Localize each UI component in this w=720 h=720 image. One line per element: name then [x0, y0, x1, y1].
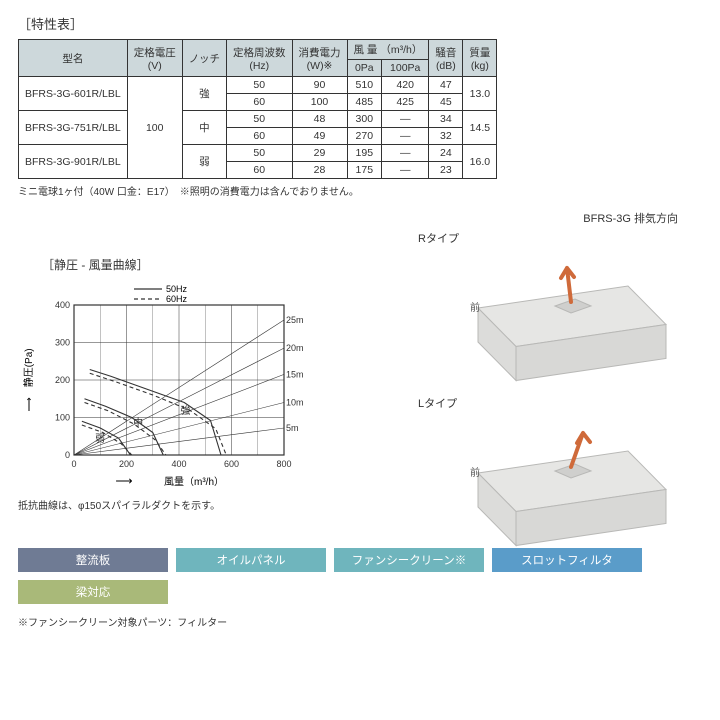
td-w: 49: [292, 128, 347, 145]
svg-text:強: 強: [180, 404, 190, 417]
td-a100: —: [382, 128, 429, 145]
td-a0: 270: [347, 128, 382, 145]
svg-text:20m: 20m: [286, 343, 304, 353]
td-notch: 強: [182, 77, 226, 111]
td-a0: 485: [347, 94, 382, 111]
td-hz: 60: [227, 128, 293, 145]
td-db: 45: [429, 94, 463, 111]
td-hz: 60: [227, 94, 293, 111]
badge: 梁対応: [18, 580, 168, 604]
td-voltage: 100: [127, 77, 182, 179]
td-hz: 60: [227, 162, 293, 179]
td-w: 28: [292, 162, 347, 179]
spec-title: ［特性表］: [18, 14, 702, 33]
td-kg: 13.0: [463, 77, 497, 111]
chart-area: ［静圧 - 風量曲線］ 0 200 400 600 800 0 100 200 300 400 25…: [18, 216, 338, 512]
svg-text:弱: 弱: [95, 433, 105, 445]
td-hz: 50: [227, 111, 293, 128]
td-db: 24: [429, 145, 463, 162]
spec-table: 型名 定格電圧(V) ノッチ 定格周波数(Hz) 消費電力(W)※ 風 量 （m…: [18, 39, 497, 179]
iso-r-label: Rタイプ: [418, 230, 718, 246]
badge: オイルパネル: [176, 548, 326, 572]
td-a100: —: [382, 162, 429, 179]
th-notch: ノッチ: [182, 40, 226, 77]
td-kg: 14.5: [463, 111, 497, 145]
svg-text:風量（m³/h）: 風量（m³/h）: [164, 476, 224, 488]
th-model: 型名: [19, 40, 128, 77]
td-a0: 300: [347, 111, 382, 128]
th-0pa: 0Pa: [347, 60, 382, 77]
svg-text:前: 前: [470, 301, 480, 314]
td-hz: 50: [227, 77, 293, 94]
td-w: 90: [292, 77, 347, 94]
svg-text:0: 0: [71, 459, 76, 469]
svg-text:⟶ 静圧(Pa): ⟶ 静圧(Pa): [22, 348, 35, 411]
td-db: 23: [429, 162, 463, 179]
td-a0: 195: [347, 145, 382, 162]
td-a100: —: [382, 111, 429, 128]
th-freq: 定格周波数(Hz): [227, 40, 293, 77]
td-notch: 中: [182, 111, 226, 145]
svg-text:300: 300: [55, 338, 70, 348]
td-a100: 425: [382, 94, 429, 111]
svg-text:前: 前: [470, 466, 480, 479]
td-model: BFRS-3G-751R/LBL: [19, 111, 128, 145]
th-voltage: 定格電圧(V): [127, 40, 182, 77]
td-db: 47: [429, 77, 463, 94]
svg-text:200: 200: [55, 375, 70, 385]
td-a100: —: [382, 145, 429, 162]
th-100pa: 100Pa: [382, 60, 429, 77]
td-kg: 16.0: [463, 145, 497, 179]
svg-text:0: 0: [65, 450, 70, 460]
chart-title: ［静圧 - 風量曲線］: [42, 256, 338, 273]
svg-text:15m: 15m: [286, 369, 304, 379]
svg-text:10m: 10m: [286, 398, 304, 408]
td-w: 100: [292, 94, 347, 111]
td-a100: 420: [382, 77, 429, 94]
svg-text:400: 400: [55, 300, 70, 310]
iso-l-svg: 前: [418, 413, 678, 553]
td-db: 32: [429, 128, 463, 145]
td-w: 29: [292, 145, 347, 162]
chart-note: 抵抗曲線は、φ150スパイラルダクトを示す。: [18, 497, 338, 512]
svg-text:60Hz: 60Hz: [166, 294, 188, 304]
iso-area: BFRS-3G 排気方向 Rタイプ 前 Lタイプ 前: [418, 210, 718, 556]
td-a0: 175: [347, 162, 382, 179]
td-notch: 弱: [182, 145, 226, 179]
badge: 整流板: [18, 548, 168, 572]
svg-text:⟶: ⟶: [115, 474, 132, 488]
badge-note: ※ファンシークリーン対象パーツ：フィルター: [18, 614, 702, 629]
chart-svg: 0 200 400 600 800 0 100 200 300 400 25m 20m 15m 10m 5m…: [18, 279, 318, 489]
td-db: 34: [429, 111, 463, 128]
td-hz: 50: [227, 145, 293, 162]
th-airflow: 風 量 （m³/h）: [347, 40, 429, 60]
svg-text:25m: 25m: [286, 315, 304, 325]
svg-text:600: 600: [224, 459, 239, 469]
iso-title: BFRS-3G 排気方向: [418, 210, 718, 226]
svg-text:200: 200: [119, 459, 134, 469]
middle-row: ［静圧 - 風量曲線］ 0 200 400 600 800 0 100 200 300 400 25…: [18, 216, 702, 512]
th-noise: 騒音(dB): [429, 40, 463, 77]
svg-text:800: 800: [276, 459, 291, 469]
svg-text:100: 100: [55, 413, 70, 423]
iso-l-label: Lタイプ: [418, 395, 718, 411]
svg-text:400: 400: [171, 459, 186, 469]
td-model: BFRS-3G-901R/LBL: [19, 145, 128, 179]
th-power: 消費電力(W)※: [292, 40, 347, 77]
svg-text:50Hz: 50Hz: [166, 284, 188, 294]
page: ［特性表］ 型名 定格電圧(V) ノッチ 定格周波数(Hz) 消費電力(W)※ …: [0, 0, 720, 720]
th-weight: 質量(kg): [463, 40, 497, 77]
td-model: BFRS-3G-601R/LBL: [19, 77, 128, 111]
badge-row: 整流板オイルパネルファンシークリーン※スロットフィルタ梁対応: [18, 548, 702, 604]
td-w: 48: [292, 111, 347, 128]
iso-r-svg: 前: [418, 248, 678, 388]
svg-text:中: 中: [133, 416, 143, 429]
svg-text:5m: 5m: [286, 423, 299, 433]
spec-note: ミニ電球1ヶ付（40W 口金：E17） ※照明の消費電力は含んでおりません。: [18, 183, 702, 198]
td-a0: 510: [347, 77, 382, 94]
